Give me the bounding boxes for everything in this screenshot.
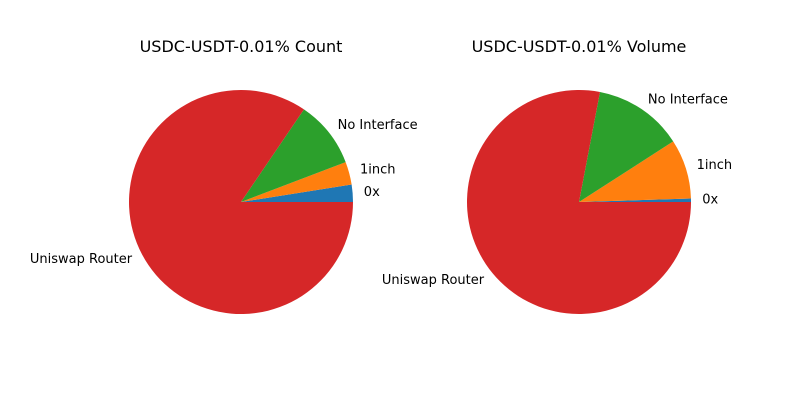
pie-slice-1inch: [241, 162, 352, 202]
pie-slice-0x: [241, 184, 353, 202]
count-pie-slices: [129, 90, 354, 315]
pie-slice-no-interface: [579, 91, 674, 202]
slice-label-1inch: 1inch: [360, 163, 396, 178]
slice-label-no-interface: No Interface: [648, 92, 728, 107]
volume-pie-chart: USDC-USDT-0.01% Volume 0x 1inch No Interfa…: [382, 37, 732, 314]
volume-chart-title: USDC-USDT-0.01% Volume: [472, 37, 687, 56]
count-chart-title: USDC-USDT-0.01% Count: [140, 37, 343, 56]
slice-label-0x: 0x: [364, 185, 380, 200]
pie-slice-1inch: [579, 141, 691, 202]
slice-label-no-interface: No Interface: [338, 118, 418, 133]
volume-pie-labels: 0x 1inch No Interface Uniswap Router: [382, 92, 732, 288]
volume-pie-slices: [467, 89, 691, 314]
pie-slice-uniswap-router: [467, 89, 691, 314]
count-pie-chart: USDC-USDT-0.01% Count 0x 1inch No Interfac…: [30, 37, 418, 315]
pie-slice-0x: [579, 198, 691, 202]
slice-label-uniswap-router: Uniswap Router: [382, 273, 485, 288]
count-pie-labels: 0x 1inch No Interface Uniswap Router: [30, 118, 418, 267]
slice-label-1inch: 1inch: [697, 158, 733, 173]
pie-slice-no-interface: [241, 109, 346, 202]
pie-slice-uniswap-router: [129, 90, 354, 315]
slice-label-uniswap-router: Uniswap Router: [30, 252, 133, 267]
slice-label-0x: 0x: [702, 193, 718, 208]
